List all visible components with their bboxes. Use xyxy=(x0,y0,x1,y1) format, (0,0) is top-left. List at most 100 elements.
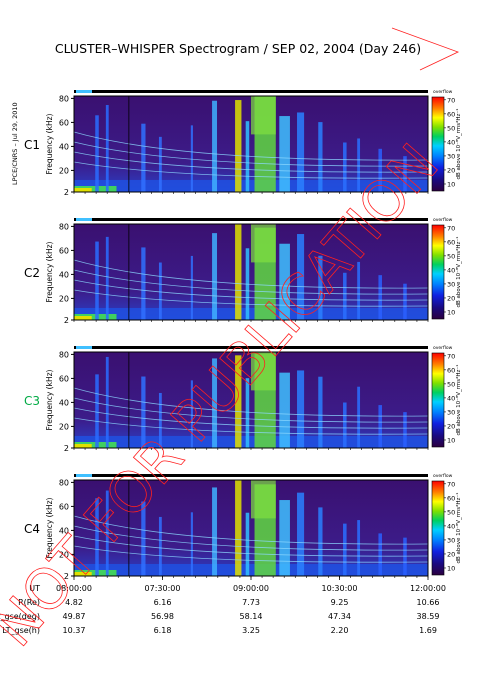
emission-burst xyxy=(357,520,361,576)
dispersive-trace xyxy=(73,161,429,179)
ut-tick-label: 12:00:00 xyxy=(410,584,446,593)
emission-burst xyxy=(105,356,109,448)
emission-burst xyxy=(141,247,146,320)
colorbar-tick-label: 40 xyxy=(447,394,455,402)
colorbar xyxy=(431,224,445,320)
y-tick-label: 2 xyxy=(64,444,69,453)
colorbar-header: overflow xyxy=(433,345,453,351)
emission-burst xyxy=(403,537,407,576)
colorbar xyxy=(431,352,445,448)
axis-row-label: LT_gse(h) xyxy=(2,626,40,635)
panels-group: 2 20 40 60 80 Frequency (kHz) C1 overflow 10 20 30… xyxy=(24,89,462,581)
colorbar-tick-label: 70 xyxy=(447,96,455,104)
emission-burst xyxy=(297,112,305,192)
orbit-value: 6.16 xyxy=(154,598,172,607)
status-bar xyxy=(74,474,428,477)
emission-burst xyxy=(105,490,109,576)
emission-burst xyxy=(279,372,290,448)
dispersive-trace xyxy=(73,279,429,301)
colorbar-tick-label: 60 xyxy=(447,238,455,246)
colorbar-tick-label: 10 xyxy=(447,180,455,188)
y-tick-label: 60 xyxy=(59,246,69,255)
emission-burst xyxy=(158,136,162,192)
emission-burst xyxy=(141,123,146,192)
y-tick-label: 60 xyxy=(59,374,69,383)
dispersive-trace xyxy=(73,525,429,551)
dispersive-trace xyxy=(73,407,429,429)
emission-burst xyxy=(297,234,305,320)
orbit-value: 47.34 xyxy=(328,612,351,621)
ut-tick-label: 08:00:00 xyxy=(56,584,92,593)
dispersive-trace xyxy=(73,397,429,423)
y-tick-label: 60 xyxy=(59,118,69,127)
orbit-value: 1.69 xyxy=(419,626,437,635)
dispersive-trace xyxy=(73,387,429,417)
emission-burst xyxy=(343,272,347,320)
colorbar-tick-label: 20 xyxy=(447,550,455,558)
emission-burst xyxy=(212,100,218,192)
emission-burst xyxy=(378,275,382,320)
emission-burst xyxy=(190,255,193,320)
dispersive-trace xyxy=(73,289,429,307)
emission-patch xyxy=(251,480,276,519)
low-frequency-hotspot xyxy=(74,444,92,448)
emission-burst xyxy=(158,392,162,448)
emission-patch xyxy=(251,224,276,263)
emission-burst xyxy=(190,512,193,576)
orbit-value: 2.20 xyxy=(331,626,349,635)
emission-patch xyxy=(251,96,276,135)
low-frequency-hotspot xyxy=(74,316,92,320)
orbit-value: 10.66 xyxy=(417,598,440,607)
y-tick-label: 2 xyxy=(64,572,69,581)
emission-burst xyxy=(95,498,99,576)
ut-tick-label: 09:00:00 xyxy=(233,584,269,593)
status-bar-mark xyxy=(76,346,92,349)
emission-burst xyxy=(190,380,193,448)
panel-name: C2 xyxy=(24,266,40,280)
emission-burst xyxy=(212,358,218,448)
emission-burst xyxy=(235,224,242,320)
y-tick-label: 20 xyxy=(59,166,69,175)
status-bar xyxy=(74,218,428,221)
emission-burst xyxy=(158,516,162,576)
status-bar xyxy=(74,90,428,93)
orbit-value: 7.73 xyxy=(242,598,260,607)
emission-burst xyxy=(378,148,382,192)
colorbar-tick-label: 30 xyxy=(447,536,455,544)
low-frequency-band xyxy=(74,180,428,192)
emission-burst xyxy=(95,115,99,192)
emission-burst xyxy=(235,480,242,576)
emission-burst xyxy=(297,370,305,448)
colorbar-tick-label: 50 xyxy=(447,508,455,516)
panel-name: C4 xyxy=(24,522,40,536)
emission-burst xyxy=(297,492,305,576)
emission-burst xyxy=(105,236,109,320)
dispersive-trace xyxy=(73,131,429,161)
y-axis-label: Frequency (kHz) xyxy=(45,241,54,302)
colorbar-tick-label: 70 xyxy=(447,224,455,232)
emission-burst xyxy=(245,378,250,448)
emission-burst xyxy=(235,355,242,448)
colorbar-tick-label: 50 xyxy=(447,124,455,132)
colorbar-tick-label: 70 xyxy=(447,352,455,360)
dispersive-trace xyxy=(73,259,429,289)
emission-burst xyxy=(357,386,361,448)
low-frequency-hotspot xyxy=(74,572,92,576)
orbit-value: 6.18 xyxy=(154,626,172,635)
colorbar-tick-label: 20 xyxy=(447,422,455,430)
emission-burst xyxy=(141,376,146,448)
emission-burst xyxy=(318,122,323,192)
axis-row-label: Lat_gse(deg) xyxy=(0,612,40,621)
emission-burst xyxy=(141,501,146,576)
colorbar-header: overflow xyxy=(433,473,453,479)
colorbar-tick-label: 10 xyxy=(447,308,455,316)
emission-burst xyxy=(279,116,290,192)
y-tick-label: 80 xyxy=(59,350,69,359)
y-tick-label: 40 xyxy=(59,398,69,407)
dispersive-trace xyxy=(73,515,429,545)
panel-name: C3 xyxy=(24,394,40,408)
y-axis-label: Frequency (kHz) xyxy=(45,369,54,430)
emission-burst xyxy=(357,261,361,320)
